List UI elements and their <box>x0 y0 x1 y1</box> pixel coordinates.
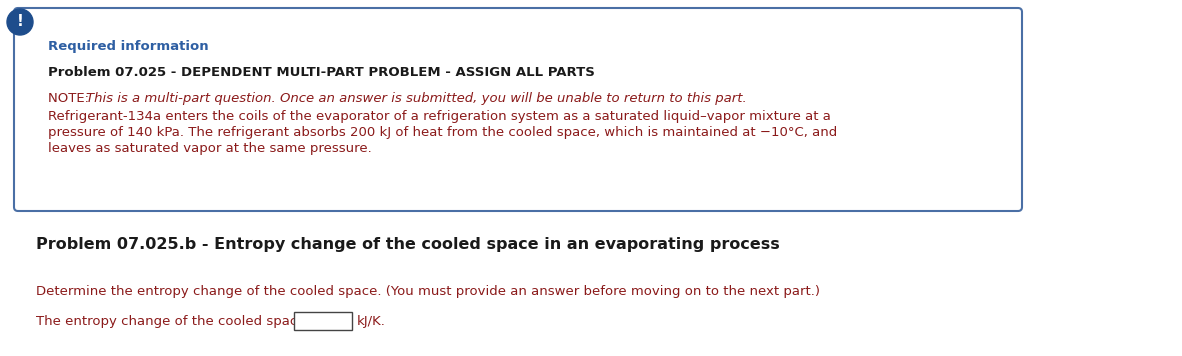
Text: This is a multi-part question. Once an answer is submitted, you will be unable t: This is a multi-part question. Once an a… <box>86 92 747 105</box>
Text: Required information: Required information <box>48 40 209 53</box>
Text: kJ/K.: kJ/K. <box>357 315 385 328</box>
Bar <box>294 312 352 330</box>
Text: pressure of 140 kPa. The refrigerant absorbs 200 kJ of heat from the cooled spac: pressure of 140 kPa. The refrigerant abs… <box>48 126 837 139</box>
Text: !: ! <box>17 15 24 30</box>
Text: NOTE:: NOTE: <box>48 92 93 105</box>
Circle shape <box>7 9 33 35</box>
Text: Problem 07.025 - DEPENDENT MULTI-PART PROBLEM - ASSIGN ALL PARTS: Problem 07.025 - DEPENDENT MULTI-PART PR… <box>48 66 595 79</box>
Text: The entropy change of the cooled space is: The entropy change of the cooled space i… <box>35 315 325 328</box>
FancyBboxPatch shape <box>14 8 1022 211</box>
Text: leaves as saturated vapor at the same pressure.: leaves as saturated vapor at the same pr… <box>48 142 372 155</box>
Text: Problem 07.025.b - Entropy change of the cooled space in an evaporating process: Problem 07.025.b - Entropy change of the… <box>35 237 780 252</box>
Text: Determine the entropy change of the cooled space. (You must provide an answer be: Determine the entropy change of the cool… <box>35 285 820 298</box>
Text: Refrigerant-134a enters the coils of the evaporator of a refrigeration system as: Refrigerant-134a enters the coils of the… <box>48 110 831 123</box>
